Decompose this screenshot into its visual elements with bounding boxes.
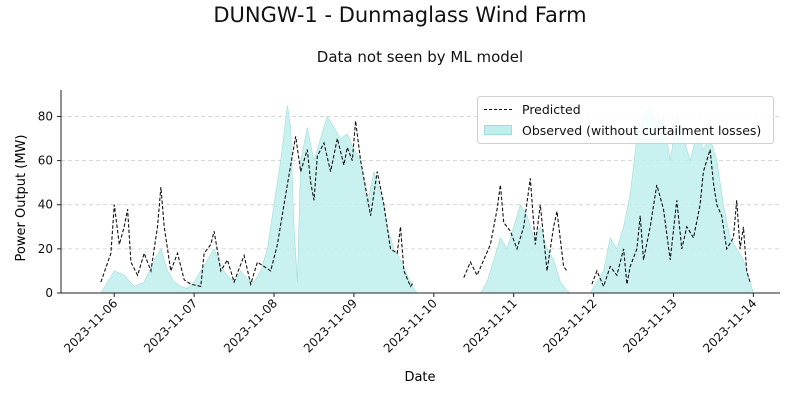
x-tick-label: 2023-11-07 [141,296,200,355]
figure-suptitle: DUNGW-1 - Dunmaglass Wind Farm [213,3,587,27]
x-tick-label: 2023-11-13 [620,296,679,355]
y-tick-label: 20 [38,242,53,256]
predicted-line-series [100,120,751,288]
y-axis-label: Power Output (MW) [14,135,29,262]
predicted-line-segment [100,120,415,288]
legend-item-predicted: Predicted [484,100,581,118]
x-ticks: 2023-11-06 2023-11-07 2023-11-08 2023-11-09… [61,293,759,355]
x-tick-label: 2023-11-12 [540,296,599,355]
y-tick-label: 60 [38,154,53,168]
observed-area-segment [100,105,418,294]
predicted-line-segment [463,178,568,278]
y-tick-label: 40 [38,198,53,212]
legend-label-predicted: Predicted [522,101,581,117]
y-tick-label: 0 [45,286,53,300]
grid-lines [61,116,780,250]
y-tick-label: 80 [38,109,53,123]
predicted-line-segment [591,149,751,288]
legend-item-observed: Observed (without curtailment losses) [484,121,761,139]
legend-area-swatch [484,125,512,135]
y-ticks: 0 20 40 60 80 [38,109,61,300]
legend-label-observed: Observed (without curtailment losses) [522,122,762,138]
x-axis-label: Date [404,370,435,385]
x-tick-label: 2023-11-06 [61,296,120,355]
chart-title: Data not seen by ML model [316,48,524,66]
chart-legend: Predicted Observed (without curtailment … [477,96,774,144]
x-tick-label: 2023-11-11 [461,296,520,355]
axes [60,90,780,294]
observed-area-segment [479,203,572,294]
legend-dashed-line-swatch [484,108,512,110]
x-tick-label: 2023-11-14 [700,296,759,355]
x-tick-label: 2023-11-08 [221,296,280,355]
observed-area-series [100,104,754,294]
x-tick-label: 2023-11-10 [381,296,440,355]
x-tick-label: 2023-11-09 [301,296,360,355]
